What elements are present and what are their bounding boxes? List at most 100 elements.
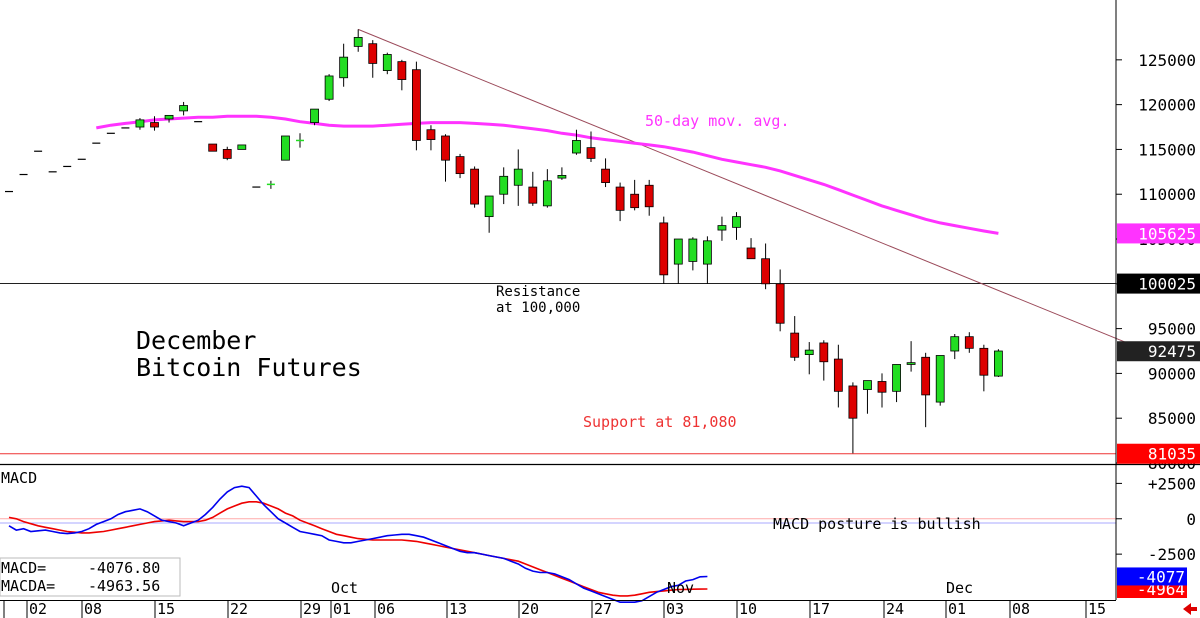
candle: [426, 125, 436, 151]
resistance-label-line2: at 100,000: [496, 300, 580, 316]
candle: [542, 169, 552, 208]
candle: [644, 179, 654, 216]
macda-line: [8, 501, 708, 597]
candle: [179, 101, 189, 116]
candle: [353, 29, 363, 52]
candle-body: [339, 56, 349, 79]
candle: [281, 135, 290, 161]
candle-body: [615, 186, 625, 211]
price-badge-bg: [1117, 273, 1200, 294]
time-tick-label: 01: [333, 600, 351, 618]
candle-body: [659, 222, 669, 276]
macd-tick-label: -2500: [1148, 545, 1196, 564]
candle: [601, 158, 610, 188]
candle-body: [368, 43, 378, 64]
candle: [761, 243, 770, 290]
candle-body: [441, 135, 450, 161]
candle-body: [630, 193, 640, 209]
price-badge: 100025: [1117, 273, 1200, 294]
price-badge-label: 92475: [1148, 342, 1196, 361]
macd-badge-label: -4077: [1137, 567, 1185, 586]
candle-body: [746, 247, 756, 260]
candle: [513, 149, 523, 206]
macd-annotation: MACD posture is bullish: [773, 515, 981, 533]
candle: [455, 153, 465, 179]
candle-body: [455, 156, 465, 175]
candle-body: [164, 114, 174, 120]
candle-body: [411, 69, 421, 141]
moving-average-line: [96, 114, 999, 235]
candle: [732, 212, 741, 240]
candle: [979, 344, 989, 392]
candle-body: [470, 168, 480, 205]
month-label: Nov: [667, 579, 694, 597]
candle: [470, 166, 480, 208]
macd-title: MACD: [1, 469, 37, 487]
candle: [441, 134, 450, 182]
candle: [484, 195, 494, 233]
candle-body: [310, 108, 319, 123]
candle-body: [950, 336, 960, 352]
candle: [630, 179, 640, 211]
macd-line: [8, 485, 708, 603]
candle: [673, 238, 683, 284]
candle: [863, 380, 872, 414]
candle: [586, 131, 596, 162]
macd-badge: -4077: [1117, 567, 1187, 586]
time-tick-label: 22: [230, 600, 248, 618]
candle: [906, 341, 916, 372]
candle: [848, 382, 858, 454]
candle: [833, 344, 843, 408]
candle-body: [557, 175, 567, 179]
time-tick-label: 03: [666, 600, 684, 618]
candle: [296, 133, 304, 148]
candle-body: [382, 54, 392, 71]
candle: [804, 342, 814, 375]
support-label: Support at 81,080: [583, 413, 737, 431]
price-badge-bg: [1117, 223, 1200, 244]
candle-body: [237, 144, 247, 150]
candle-body: [804, 349, 814, 355]
candle: [237, 144, 247, 150]
candle-body: [790, 332, 800, 358]
candle-body: [819, 342, 829, 363]
time-tick-label: 02: [29, 600, 47, 618]
candle: [615, 182, 625, 222]
candle-body: [964, 336, 974, 349]
time-tick-label: 06: [377, 600, 395, 618]
price-tick-label: 85000: [1148, 409, 1196, 428]
candle-body: [281, 135, 290, 161]
candle: [266, 180, 275, 189]
macda-readout-value: -4963.56: [88, 577, 160, 595]
price-badge-label: 81035: [1148, 445, 1196, 464]
candle-body: [353, 37, 363, 47]
candle: [572, 129, 581, 155]
candle: [382, 52, 392, 75]
candle-body: [542, 180, 552, 207]
price-tick-label: 115000: [1138, 140, 1196, 159]
candle-body: [921, 356, 931, 396]
time-tick-label: 27: [594, 600, 612, 618]
candle: [150, 116, 159, 131]
price-tick-label: 125000: [1138, 51, 1196, 70]
candle: [819, 340, 829, 381]
time-tick-label: 17: [812, 600, 830, 618]
price-badge: 92475: [1117, 341, 1200, 362]
candle-body: [833, 358, 843, 392]
candle-body: [717, 225, 727, 231]
chart-title-line1: December: [136, 326, 256, 355]
candle-body: [644, 184, 654, 208]
scroll-left-arrow-icon[interactable]: [1183, 603, 1197, 615]
price-tick-label: 120000: [1138, 96, 1196, 115]
candle-body: [906, 362, 916, 365]
candle-body: [324, 75, 334, 100]
price-badge-bg: [1117, 341, 1200, 362]
candle: [964, 332, 974, 353]
candle-body: [513, 168, 523, 186]
candle: [877, 373, 887, 408]
candle: [688, 237, 698, 271]
price-badge: 105625: [1117, 223, 1200, 244]
moving-average-layer: [96, 114, 999, 235]
price-badge: 81035: [1117, 443, 1200, 464]
candle-body: [528, 186, 538, 204]
